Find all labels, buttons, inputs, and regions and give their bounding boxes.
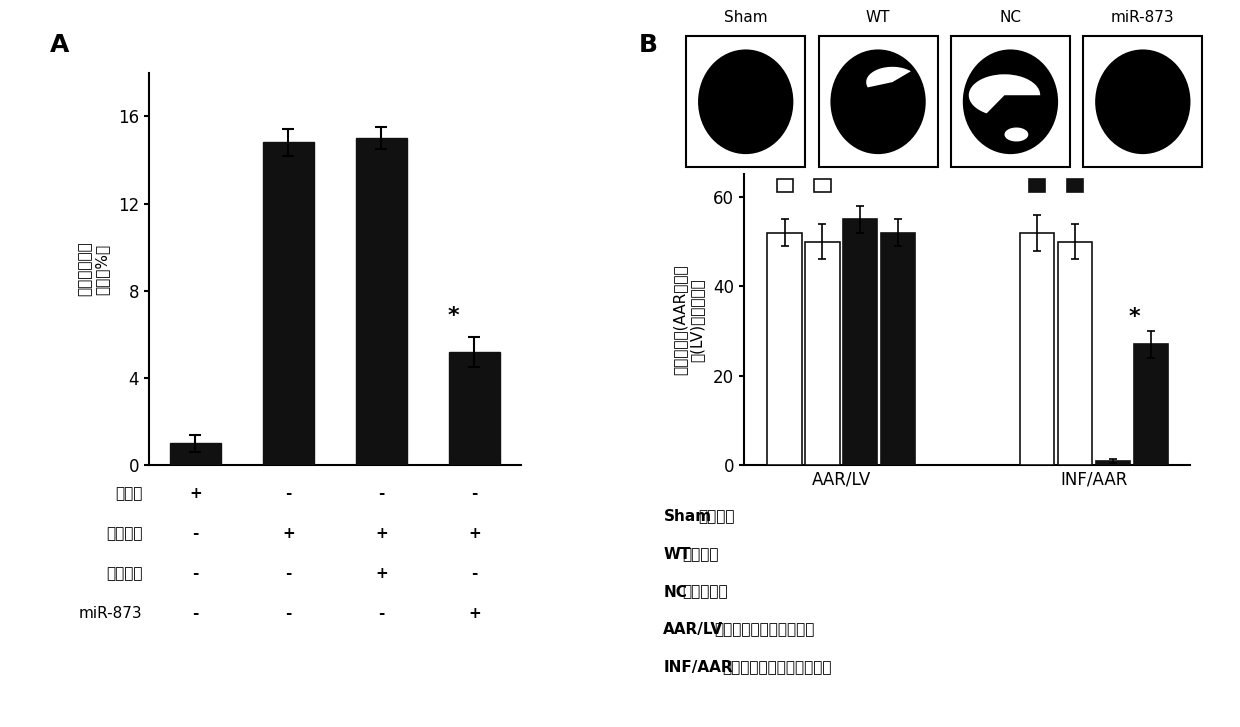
Text: -: -: [378, 486, 384, 501]
Text: NC: NC: [999, 10, 1022, 25]
Text: NC: NC: [663, 585, 687, 600]
Text: miR-873: miR-873: [1111, 10, 1174, 25]
Text: Sham: Sham: [724, 10, 768, 25]
Bar: [843, 220, 878, 465]
Text: A: A: [50, 33, 69, 57]
Bar: [356, 138, 407, 465]
Text: WT: WT: [866, 10, 890, 25]
Text: 假手术: 假手术: [115, 486, 143, 501]
Text: -: -: [471, 486, 477, 501]
Text: 阴性对照: 阴性对照: [107, 566, 143, 581]
Bar: [449, 352, 500, 465]
Bar: [882, 233, 915, 465]
Text: 缺血再灸: 缺血再灸: [107, 526, 143, 541]
Text: WT: WT: [663, 547, 691, 562]
Text: ：缺血面积占左心室面积: ：缺血面积占左心室面积: [714, 622, 815, 638]
Text: -: -: [471, 566, 477, 581]
Text: +: +: [467, 526, 481, 541]
Text: -: -: [285, 566, 291, 581]
Text: INF/AAR: INF/AAR: [663, 660, 733, 675]
Text: -: -: [192, 526, 198, 541]
Text: -: -: [192, 606, 198, 621]
Text: -: -: [285, 486, 291, 501]
Text: ：假手术: ：假手术: [698, 509, 734, 524]
Text: AAR/LV: AAR/LV: [663, 622, 723, 638]
Text: +: +: [374, 566, 388, 581]
Text: +: +: [188, 486, 202, 501]
Bar: [1058, 241, 1092, 465]
Bar: [1096, 461, 1130, 465]
Text: -: -: [285, 606, 291, 621]
Text: Sham: Sham: [663, 509, 712, 524]
Y-axis label: 缺血区面积(AAR）左心
室(LV)面积百分比: 缺血区面积(AAR）左心 室(LV)面积百分比: [672, 265, 704, 375]
Y-axis label: 肌球蛋白阳性
细胞（%）: 肌球蛋白阳性 细胞（%）: [77, 241, 109, 297]
Bar: [170, 443, 221, 465]
Bar: [1021, 233, 1054, 465]
Text: ：危险区占缺血面积百分比: ：危险区占缺血面积百分比: [722, 660, 832, 675]
Text: ：野生型: ：野生型: [682, 547, 718, 562]
Text: *: *: [448, 305, 460, 326]
Text: ：阴性对照: ：阴性对照: [682, 585, 728, 600]
Bar: [768, 233, 802, 465]
Text: *: *: [1128, 307, 1141, 326]
Bar: [1133, 345, 1168, 465]
Text: +: +: [374, 526, 388, 541]
Text: B: B: [639, 33, 657, 57]
Bar: [263, 142, 314, 465]
Text: +: +: [467, 606, 481, 621]
Text: +: +: [281, 526, 295, 541]
Text: -: -: [192, 566, 198, 581]
Bar: [805, 241, 839, 465]
Text: -: -: [378, 606, 384, 621]
Text: miR-873: miR-873: [79, 606, 143, 621]
